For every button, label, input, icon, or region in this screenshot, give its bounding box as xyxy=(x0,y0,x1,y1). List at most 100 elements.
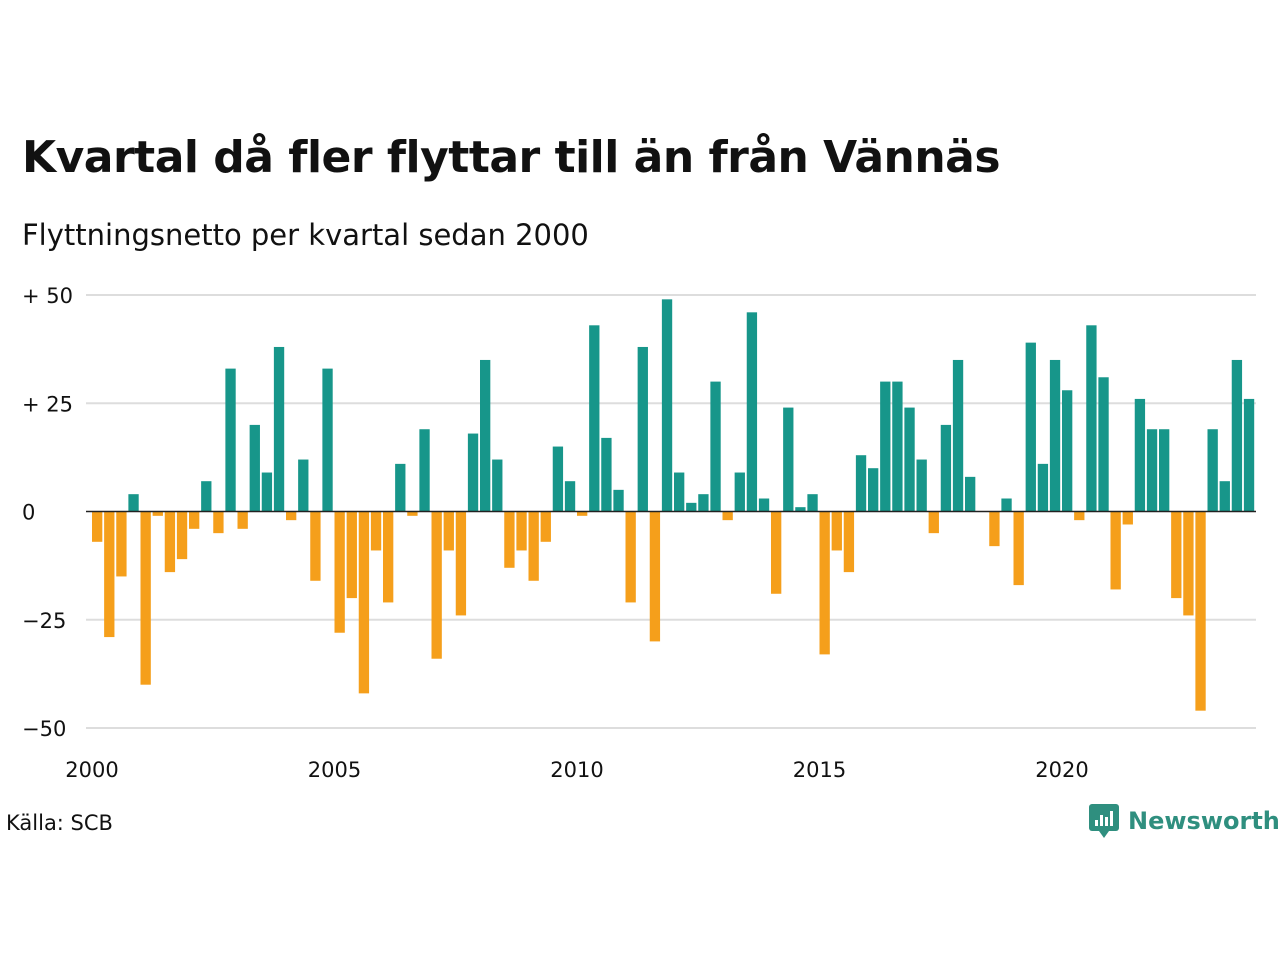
bar: 2010 K2: 43 xyxy=(589,325,600,512)
bar: 2017 K3: 20 xyxy=(940,424,952,512)
bar: 2004 K4: 33 xyxy=(322,368,333,512)
bar: 2008 K1: 35 xyxy=(480,359,491,512)
bar: 2008 K3: -13 xyxy=(504,511,515,568)
bar: 2016 K1: 10 xyxy=(868,468,879,512)
bar: 2010 K1: -1 xyxy=(577,511,588,516)
bar: 2013 K4: 3 xyxy=(758,498,770,512)
axes: + 50 + 25 0 −25 −50 2000 2005 2010 2015 2020 xyxy=(22,284,1256,782)
bar: 2014 K1: -19 xyxy=(771,511,782,594)
bar: 2005 K3: -42 xyxy=(358,511,370,694)
bar: 2019 K4: 35 xyxy=(1049,359,1061,512)
bar: 2021 K2: -3 xyxy=(1122,511,1133,525)
bar: 2015 K2: -9 xyxy=(831,511,842,551)
bar: 2011 K1: -21 xyxy=(625,511,636,603)
bar: 2016 K3: 30 xyxy=(892,381,903,512)
bar: 2023 K1: 19 xyxy=(1207,429,1218,512)
bar: 2009 K4: 7 xyxy=(564,481,576,512)
y-tick-label: −25 xyxy=(22,609,66,633)
bar: 2012 K2: 2 xyxy=(686,502,697,512)
bar: 2002 K4: 33 xyxy=(225,368,236,512)
bar: 2011 K4: 49 xyxy=(661,299,673,512)
bar: 2019 K2: 39 xyxy=(1025,342,1036,512)
bar: 2007 K4: 18 xyxy=(467,433,479,512)
brand-logo[interactable]: Newsworthy xyxy=(1088,803,1280,839)
bars: 2000 K1: -72000 K2: -292000 K3: -152000 … xyxy=(92,299,1255,711)
bar: 2020 K1: 28 xyxy=(1062,390,1073,512)
bar: 2000 K1: -7 xyxy=(92,511,103,542)
bar: 2021 K4: 19 xyxy=(1146,429,1158,512)
bar: 2013 K1: -2 xyxy=(722,511,733,521)
bar: 2004 K1: -2 xyxy=(286,511,297,521)
bar: 2022 K4: -46 xyxy=(1195,511,1206,711)
bar: 2014 K4: 4 xyxy=(807,494,818,512)
x-tick-label: 2010 xyxy=(550,758,603,782)
bar: 2006 K2: 11 xyxy=(395,463,406,512)
bar: 2022 K1: 19 xyxy=(1159,429,1170,512)
bar: 2018 K3: -8 xyxy=(989,511,1000,547)
bar: 2021 K1: -18 xyxy=(1110,511,1121,590)
bar: 2022 K3: -24 xyxy=(1183,511,1194,616)
bar: 2023 K4: 26 xyxy=(1243,398,1255,512)
y-tick-label: + 25 xyxy=(22,392,73,416)
y-tick-label: −50 xyxy=(22,717,66,741)
bar: 2001 K3: -14 xyxy=(164,511,176,573)
bar: 2023 K2: 7 xyxy=(1219,481,1230,512)
bar: 2021 K3: 26 xyxy=(1134,398,1146,512)
bar: 2007 K1: -34 xyxy=(431,511,442,659)
bar: 2012 K4: 30 xyxy=(710,381,721,512)
bar: 2000 K2: -29 xyxy=(104,511,115,638)
brand-name: Newsworthy xyxy=(1128,807,1280,835)
bar: 2003 K1: -4 xyxy=(237,511,248,529)
y-tick-label: 0 xyxy=(22,501,35,525)
x-tick-label: 2000 xyxy=(65,758,118,782)
bar: 2017 K4: 35 xyxy=(952,359,964,512)
bar: 2005 K4: -9 xyxy=(370,511,382,551)
bar: 2007 K2: -9 xyxy=(443,511,454,551)
bar-chart: 2000 K1: -72000 K2: -292000 K3: -152000 … xyxy=(22,284,1256,782)
bar: 2015 K3: -14 xyxy=(843,511,855,573)
bar: 2016 K4: 24 xyxy=(904,407,915,512)
x-tick-label: 2015 xyxy=(793,758,846,782)
bar: 2002 K2: 7 xyxy=(201,481,212,512)
bar: 2020 K3: 43 xyxy=(1086,325,1097,512)
bar: 2007 K3: -24 xyxy=(455,511,467,616)
y-tick-label: + 50 xyxy=(22,284,73,308)
bar: 2001 K2: -1 xyxy=(152,511,163,516)
bar: 2005 K1: -28 xyxy=(334,511,345,633)
bar: 2002 K3: -5 xyxy=(213,511,224,534)
bar: 2005 K2: -20 xyxy=(346,511,357,599)
bar: 2012 K3: 4 xyxy=(698,494,709,512)
bar: 2008 K4: -9 xyxy=(516,511,527,551)
bar: 2006 K1: -21 xyxy=(383,511,394,603)
source-note: Källa: SCB xyxy=(6,811,113,835)
bar: 2010 K4: 5 xyxy=(613,489,624,512)
chart-subtitle: Flyttningsnetto per kvartal sedan 2000 xyxy=(22,218,589,252)
bar: 2003 K4: 38 xyxy=(273,346,285,512)
bar: 2004 K3: -16 xyxy=(310,511,321,581)
bar: 2000 K4: 4 xyxy=(128,494,139,512)
newsworthy-logo-icon xyxy=(1089,804,1119,838)
bar: 2020 K4: 31 xyxy=(1098,377,1109,512)
bar: 2009 K1: -16 xyxy=(528,511,539,581)
bar: 2008 K2: 12 xyxy=(492,459,503,512)
bar: 2001 K1: -40 xyxy=(140,511,151,685)
bar: 2014 K2: 24 xyxy=(783,407,794,512)
bar: 2018 K4: 3 xyxy=(1001,498,1012,512)
bar: 2015 K4: 13 xyxy=(855,455,867,512)
bar: 2016 K2: 30 xyxy=(880,381,891,512)
bar: 2013 K3: 46 xyxy=(746,312,758,512)
chart-title: Kvartal då fler flyttar till än från Vän… xyxy=(22,132,1001,183)
bar: 2006 K4: 19 xyxy=(419,429,430,512)
bar: 2019 K3: 11 xyxy=(1037,463,1049,512)
bar: 2003 K3: 9 xyxy=(261,472,273,512)
bar: 2018 K1: 8 xyxy=(965,476,976,512)
bar: 2011 K2: 38 xyxy=(637,346,648,512)
bar: 2017 K2: -5 xyxy=(928,511,939,534)
bar: 2017 K1: 12 xyxy=(916,459,927,512)
bar: 2004 K2: 12 xyxy=(298,459,309,512)
bar: 2011 K3: -30 xyxy=(649,511,661,642)
bar: 2009 K2: -7 xyxy=(540,511,551,542)
bar: 2012 K1: 9 xyxy=(674,472,685,512)
x-tick-label: 2020 xyxy=(1035,758,1088,782)
grid-lines xyxy=(86,294,1256,729)
